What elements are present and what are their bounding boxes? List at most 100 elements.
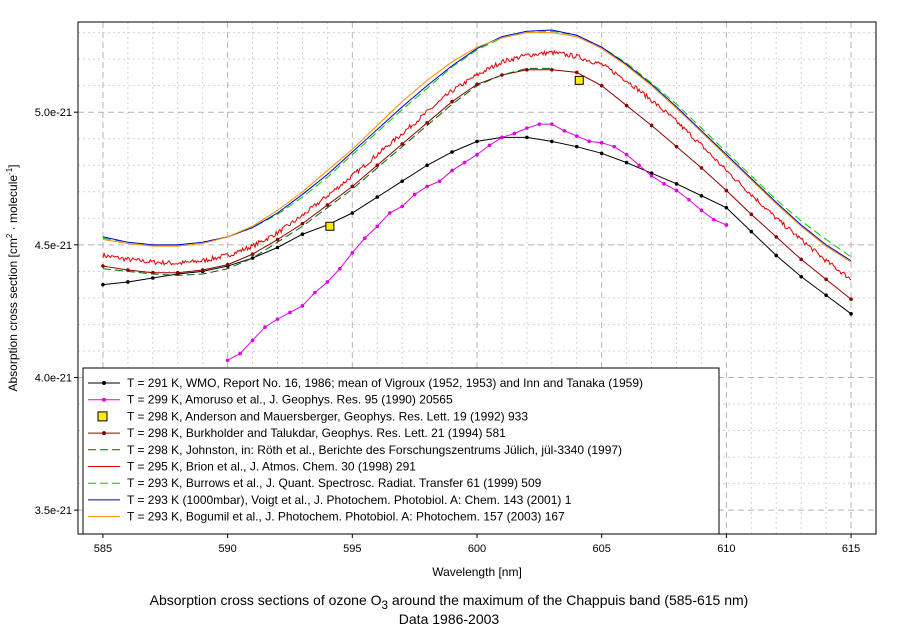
data-point: [101, 264, 105, 268]
legend-label: T = 293 K, Bogumil et al., J. Photochem.…: [127, 510, 565, 524]
data-point: [412, 192, 417, 197]
data-point: [649, 171, 654, 176]
series-2: [325, 75, 584, 231]
series-line: [102, 32, 852, 263]
data-point: [450, 99, 454, 104]
legend-label: T = 299 K, Amoruso et al., J. Geophys. R…: [127, 393, 453, 407]
data-point: [624, 160, 629, 165]
data-point: [400, 179, 404, 183]
data-point: [250, 338, 255, 343]
data-point: [525, 135, 529, 140]
chart-caption-line2: Data 1986-2003: [398, 611, 500, 627]
data-point: [562, 128, 567, 133]
data-point: [774, 235, 779, 239]
x-axis-title: Wavelength [nm]: [432, 565, 522, 579]
data-point: [624, 152, 629, 157]
data-point: [699, 193, 704, 198]
y-tick-label: 3.5e-21: [35, 505, 72, 517]
data-point: [774, 253, 779, 258]
data-point: [637, 163, 641, 168]
data-point: [350, 211, 355, 215]
data-point: [799, 257, 803, 262]
data-point: [699, 166, 704, 170]
data-point: [200, 268, 205, 272]
data-point: [599, 140, 604, 145]
legend-label: T = 298 K, Anderson and Mauersberger, Ge…: [127, 409, 528, 423]
legend-marker: [102, 381, 106, 385]
data-point: [338, 266, 342, 271]
data-point: [724, 223, 729, 227]
data-point: [849, 312, 853, 316]
series-1: [225, 122, 729, 363]
legend-item: T = 293 K, Burrows et al., J. Quant. Spe…: [88, 476, 542, 490]
data-point: [225, 358, 230, 363]
legend-item: T = 293 K (1000mbar), Voigt et al., J. P…: [88, 493, 572, 507]
data-point: [375, 163, 380, 168]
data-point: [400, 142, 404, 146]
data-point: [400, 204, 404, 209]
data-point: [824, 293, 828, 298]
caption-line1-post: around the maximum of the Chappuis band …: [388, 592, 749, 608]
data-point: [824, 277, 828, 282]
legend-label: T = 291 K, WMO, Report No. 16, 1986; mea…: [127, 376, 643, 390]
data-point: [126, 280, 130, 284]
legend: T = 291 K, WMO, Report No. 16, 1986; mea…: [82, 367, 720, 535]
x-tick-label: 600: [468, 543, 486, 555]
data-point: [599, 83, 604, 88]
data-point: [350, 250, 355, 255]
legend-item: T = 295 K, Brion et al., J. Atmos. Chem.…: [88, 460, 416, 474]
data-point: [450, 150, 454, 154]
data-point: [313, 290, 317, 295]
x-tick-label: 615: [842, 543, 860, 555]
y-axis-title: Absorption cross section [cm2 · molecule…: [5, 164, 20, 391]
series-8: [102, 32, 852, 263]
data-point: [550, 139, 554, 144]
data-point: [250, 252, 255, 256]
data-point: [425, 121, 429, 125]
data-point: [674, 144, 679, 149]
data-point: [300, 304, 305, 308]
series-3: [101, 67, 853, 302]
series-line: [102, 49, 852, 281]
data-point: [175, 270, 180, 275]
legend-item: T = 293 K, Bogumil et al., J. Photochem.…: [88, 510, 565, 524]
chart-caption-line1: Absorption cross sections of ozone O3 ar…: [0, 592, 898, 612]
data-point: [350, 184, 355, 189]
y-axis-title-sup1: 2: [5, 233, 14, 238]
x-tick-label: 595: [343, 543, 361, 555]
y-tick-label: 4.5e-21: [35, 240, 72, 252]
data-point: [487, 143, 492, 148]
y-tick-label: 5.0e-21: [35, 107, 72, 119]
legend-label: T = 293 K (1000mbar), Voigt et al., J. P…: [127, 493, 572, 507]
data-point: [724, 205, 729, 210]
legend-marker: [102, 431, 106, 436]
data-point: [550, 67, 554, 72]
data-point: [699, 208, 704, 213]
data-point: [537, 122, 542, 126]
data-point: [624, 103, 629, 108]
caption-line1-pre: Absorption cross sections of ozone O: [149, 592, 382, 608]
data-point: [687, 197, 691, 202]
data-point: [387, 211, 392, 215]
data-point: [512, 131, 517, 136]
data-point: [749, 212, 754, 217]
data-point: [425, 163, 429, 168]
legend-label: T = 295 K, Brion et al., J. Atmos. Chem.…: [127, 460, 416, 474]
data-point: [325, 203, 330, 207]
legend-marker: [102, 397, 106, 402]
legend-label: T = 298 K, Johnston, in: Röth et al., Be…: [127, 443, 622, 457]
data-point: [375, 224, 380, 229]
series-5: [102, 49, 852, 281]
data-point: [263, 325, 267, 329]
series-line: [102, 67, 552, 276]
data-point: [749, 229, 754, 234]
data-point: [612, 144, 616, 149]
axis-ticks: 585 590 595 600 605 610 615 3.5e-21 4.0e-21 4.5e-…: [35, 107, 861, 555]
caption-line1-sub: 3: [381, 598, 389, 612]
data-point: [849, 297, 853, 302]
legend-item: T = 298 K, Anderson and Mauersberger, Ge…: [97, 409, 528, 423]
y-axis-title-pre: Absorption cross section [cm: [6, 238, 20, 391]
data-point: [450, 168, 454, 173]
data-point: [475, 139, 479, 144]
